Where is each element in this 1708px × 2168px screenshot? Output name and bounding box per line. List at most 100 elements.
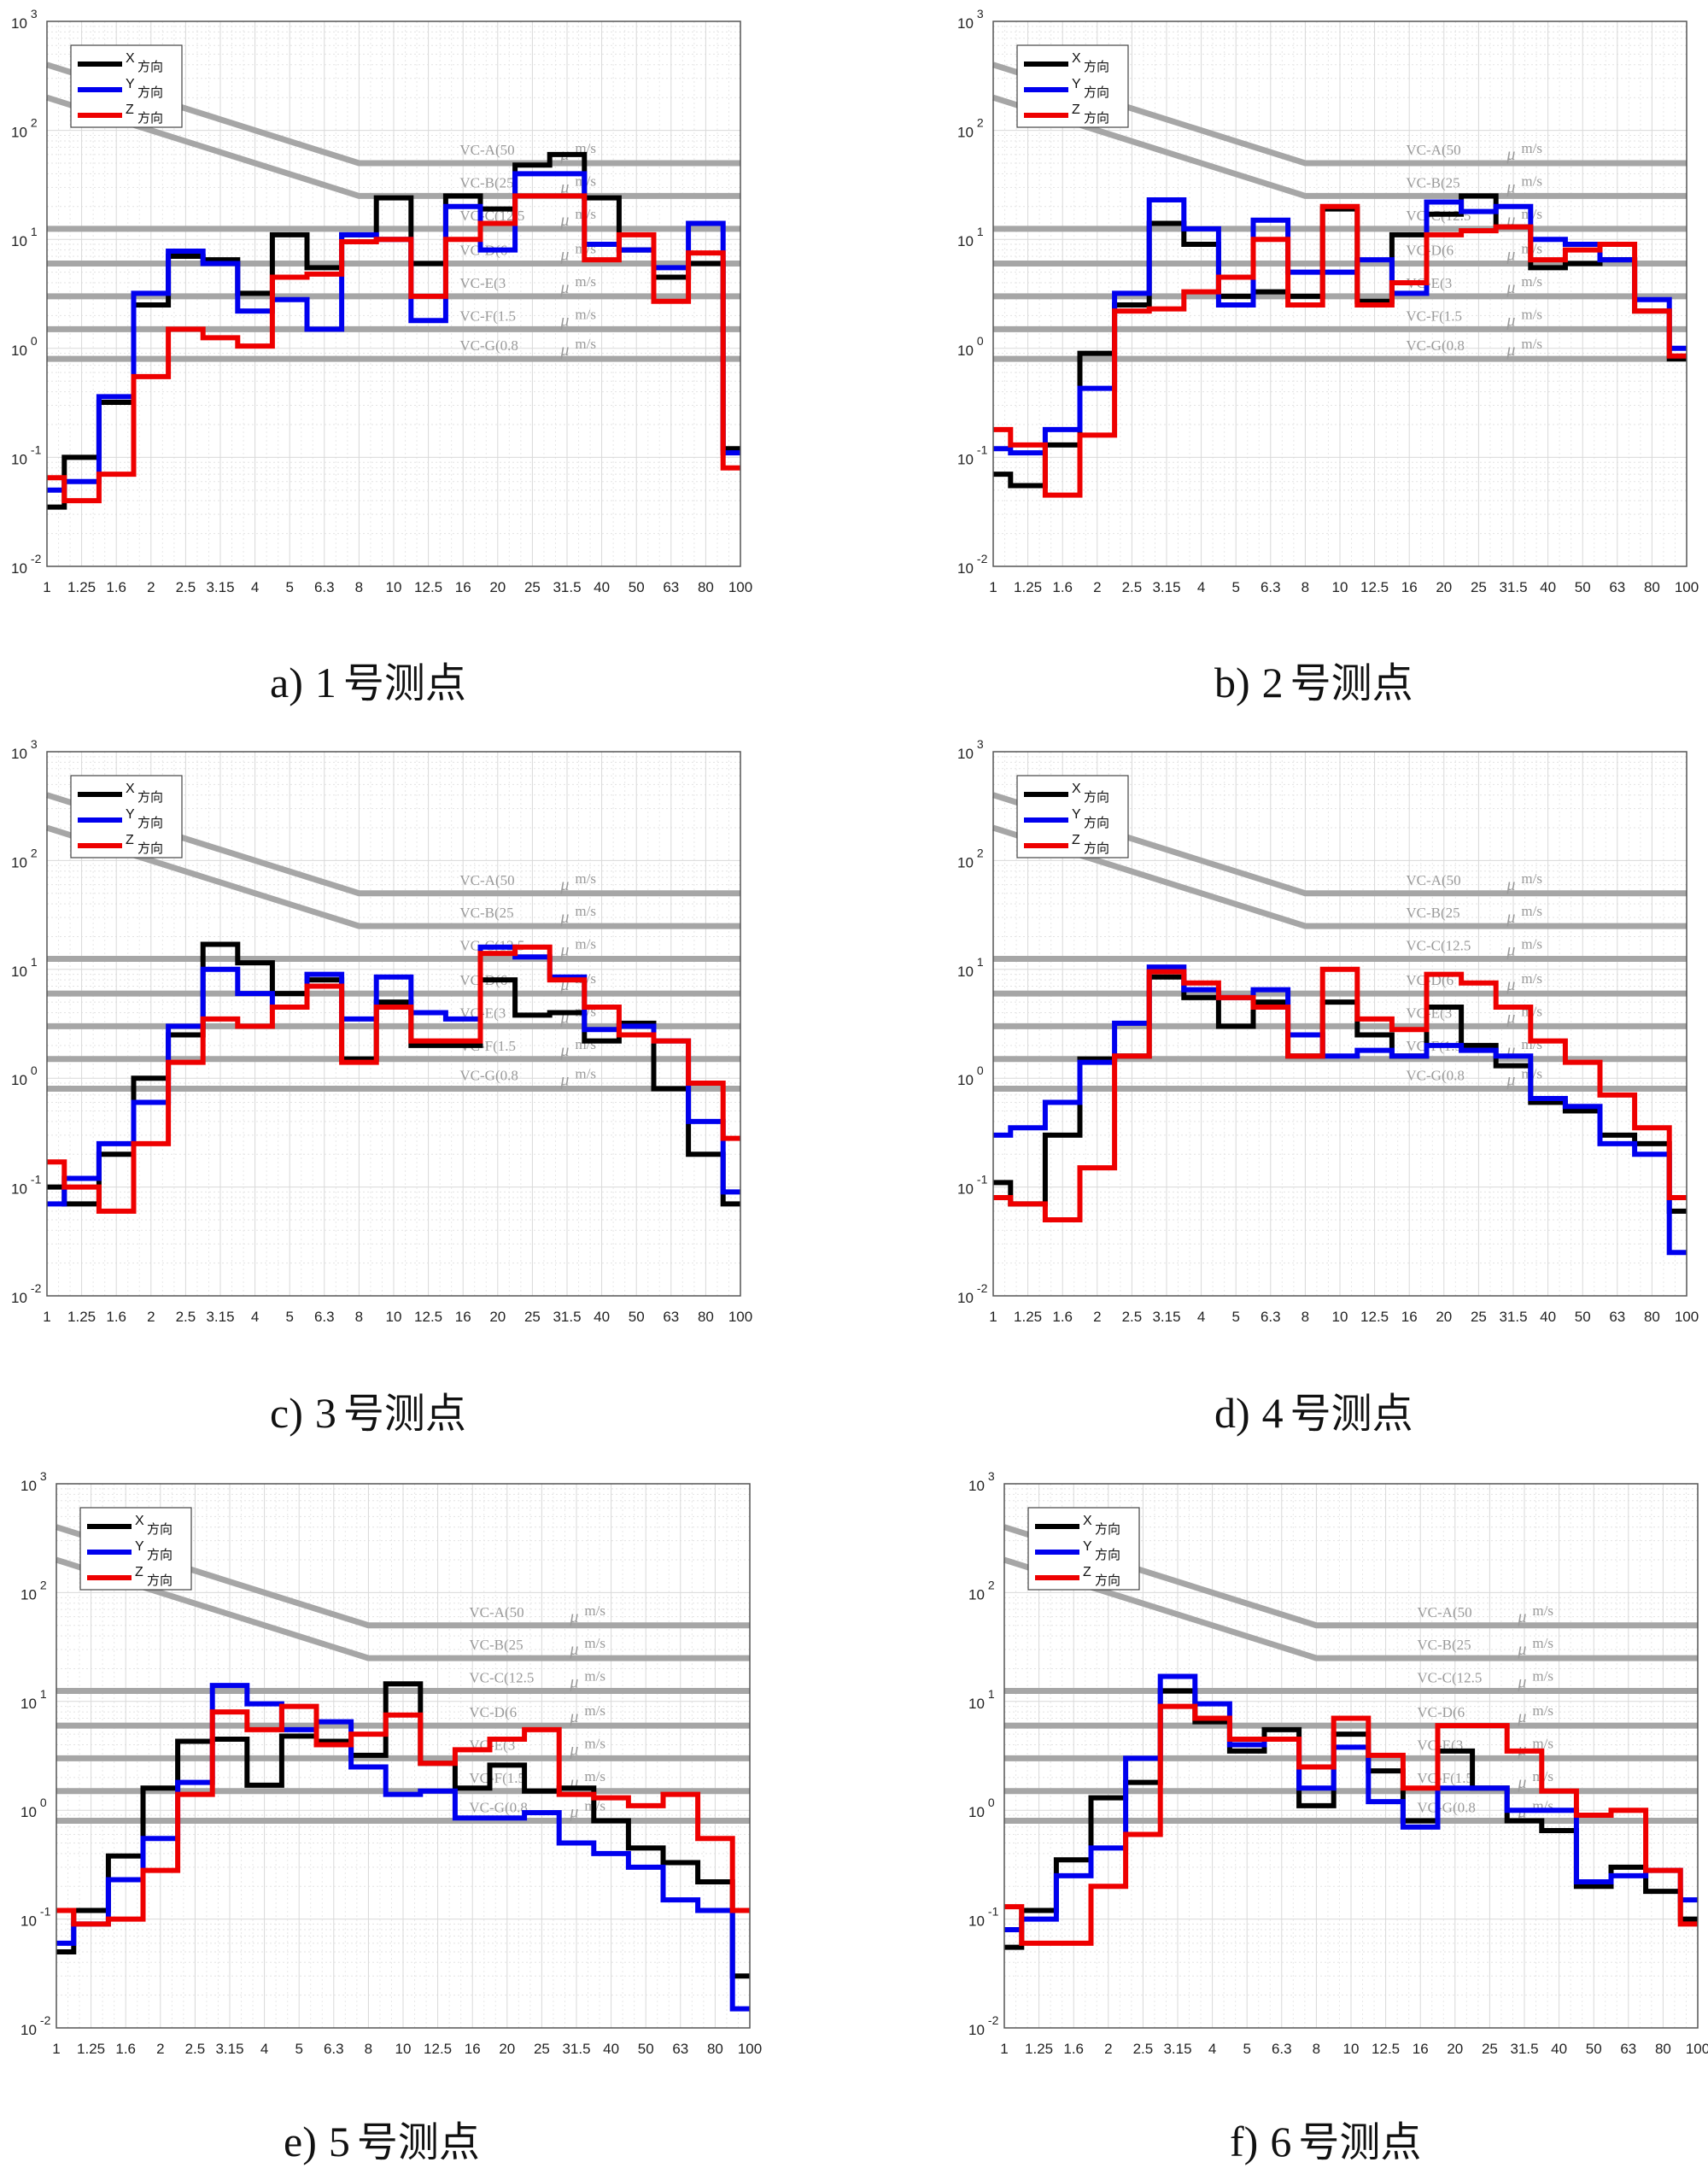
x-tick-label: 4 bbox=[1197, 1309, 1205, 1325]
x-tick-label: 2.5 bbox=[1122, 1309, 1143, 1325]
x-tick-label: 10 bbox=[1332, 579, 1348, 595]
vibration-criteria: VC-A(50 μ m/sVC-B(25 μ m/sVC-C(12.5 μ m/sVC-D(… bbox=[45, 792, 740, 1093]
criterion-label: VC-G(0.8 bbox=[459, 337, 518, 354]
criterion-mu: μ bbox=[1506, 246, 1515, 265]
x-tick-label: 20 bbox=[489, 579, 506, 595]
legend-letter: X bbox=[1072, 782, 1081, 796]
criterion-label: VC-F(1.5 bbox=[459, 308, 516, 324]
x-tick-label: 31.5 bbox=[1499, 579, 1527, 595]
x-tick-labels: 1 1.25 1.6 2 2.5 3.15 4 5 6.3 8 10 12.5 16 20 25 31.5 40… bbox=[989, 1309, 1699, 1325]
criterion-label: VC-A(50 bbox=[469, 1604, 524, 1620]
x-tick-label: 80 bbox=[1644, 579, 1660, 595]
criterion-mu: μ bbox=[1506, 145, 1515, 164]
x-tick-label: 31.5 bbox=[1510, 2041, 1538, 2057]
x-tick-label: 63 bbox=[1609, 579, 1625, 595]
legend-label: 方向 bbox=[137, 111, 163, 126]
legend-letter: Y bbox=[126, 807, 135, 822]
criterion-mu: μ bbox=[1506, 178, 1515, 196]
y-tick-labels: 103 102 101 100 10-1 10-2 bbox=[11, 737, 42, 1306]
chart-panel-e: VC-A(50 μ m/s VC-B(25 μ m/s VC-C(12.5 μ m/s VC-D(… bbox=[0, 1464, 854, 2155]
criterion-mu: μ bbox=[559, 178, 569, 196]
criterion-mu: μ bbox=[569, 1803, 578, 1822]
chart-svg: VC-A(50 μ m/sVC-B(25 μ m/sVC-C(12.5 μ m/sVC-D(… bbox=[11, 7, 752, 595]
criterion-mu: μ bbox=[559, 1071, 569, 1090]
y-tick-label: 102 bbox=[20, 1578, 47, 1603]
criterion-mu: μ bbox=[1517, 1640, 1526, 1659]
x-tick-label: 25 bbox=[524, 1309, 541, 1325]
y-tick-label: 101 bbox=[20, 1687, 47, 1712]
caption-b: b) 2 号测点 bbox=[1214, 659, 1413, 707]
criterion-mu: μ bbox=[1517, 1708, 1526, 1726]
x-tick-label: 20 bbox=[1436, 579, 1452, 595]
legend-label: 方向 bbox=[147, 1522, 173, 1537]
x-tick-label: 8 bbox=[1301, 1309, 1309, 1325]
series-group bbox=[47, 941, 740, 1214]
x-tick-label: 1 bbox=[989, 1309, 997, 1325]
x-tick-label: 40 bbox=[594, 1309, 610, 1325]
legend-label: 方向 bbox=[137, 790, 163, 805]
x-tick-label: 1 bbox=[989, 579, 997, 595]
x-tick-label: 1.6 bbox=[115, 2041, 136, 2057]
criterion-unit: m/s bbox=[584, 1635, 605, 1651]
y-tick-labels: 103 102 101 100 10-1 10-2 bbox=[968, 1469, 999, 2038]
criterion-unit: m/s bbox=[584, 1768, 605, 1784]
series-group bbox=[1004, 1673, 1698, 1950]
legend-letter: Y bbox=[1072, 77, 1081, 91]
y-tick-label: 103 bbox=[20, 1469, 47, 1494]
criterion-label: VC-D(6 bbox=[469, 1704, 517, 1720]
criterion-unit: m/s bbox=[1521, 903, 1542, 919]
series-line-z bbox=[47, 944, 740, 1214]
criterion-label: VC-A(50 bbox=[1406, 142, 1460, 158]
x-tick-label: 16 bbox=[455, 1309, 471, 1325]
series-line-y bbox=[47, 944, 740, 1207]
x-tick-label: 25 bbox=[1482, 2041, 1498, 2057]
criterion-unit: m/s bbox=[1521, 173, 1542, 189]
legend-letter: Y bbox=[135, 1539, 144, 1554]
x-tick-labels: 1 1.25 1.6 2 2.5 3.15 4 5 6.3 8 10 12.5 16 20 25 31.5 40… bbox=[52, 2041, 762, 2057]
criterion-mu: μ bbox=[1517, 1773, 1526, 1792]
plot-area: VC-A(50 μ m/sVC-B(25 μ m/sVC-C(12.5 μ m/sVC-D(… bbox=[957, 7, 1699, 595]
y-tick-label: 102 bbox=[957, 116, 984, 141]
y-tick-label: 103 bbox=[11, 7, 38, 32]
criterion-unit: m/s bbox=[1521, 140, 1542, 156]
vibration-criteria: VC-A(50 μ m/sVC-B(25 μ m/sVC-C(12.5 μ m/sVC-D(… bbox=[1003, 1524, 1698, 1825]
x-tick-label: 3.15 bbox=[1152, 579, 1180, 595]
criterion-unit: m/s bbox=[575, 273, 596, 290]
x-tick-label: 1 bbox=[43, 579, 50, 595]
criterion-label: VC-C(12.5 bbox=[1406, 937, 1471, 953]
chart-svg: VC-A(50 μ m/sVC-B(25 μ m/sVC-C(12.5 μ m/sVC-D(… bbox=[11, 737, 752, 1325]
x-tick-label: 6.3 bbox=[314, 579, 335, 595]
x-tick-label: 10 bbox=[1332, 1309, 1348, 1325]
plot-area: VC-A(50 μ m/sVC-B(25 μ m/sVC-C(12.5 μ m/sVC-D(… bbox=[968, 1469, 1708, 2057]
criterion-unit: m/s bbox=[575, 903, 596, 919]
x-tick-label: 1.25 bbox=[77, 2041, 105, 2057]
y-tick-label: 100 bbox=[11, 1063, 38, 1088]
x-tick-label: 5 bbox=[285, 1309, 293, 1325]
x-tick-label: 63 bbox=[672, 2041, 688, 2057]
criterion-mu: μ bbox=[559, 1041, 569, 1060]
x-tick-label: 50 bbox=[1586, 2041, 1602, 2057]
legend-letter: Z bbox=[1072, 103, 1080, 117]
legend-letter: Z bbox=[126, 103, 134, 117]
x-tick-label: 80 bbox=[1655, 2041, 1671, 2057]
chart-svg: VC-A(50 μ m/sVC-B(25 μ m/sVC-C(12.5 μ m/sVC-D(… bbox=[20, 1469, 762, 2057]
axes-box bbox=[46, 21, 741, 567]
criterion-unit: m/s bbox=[575, 1066, 596, 1082]
criterion-mu: μ bbox=[559, 341, 569, 360]
series-line-z bbox=[56, 1703, 750, 1927]
criterion-unit: m/s bbox=[584, 1603, 605, 1619]
x-tick-label: 5 bbox=[1231, 1309, 1239, 1325]
x-tick-label: 2 bbox=[147, 579, 155, 595]
legend-label: 方向 bbox=[1095, 1522, 1120, 1537]
criterion-label: VC-F(1.5 bbox=[469, 1770, 525, 1786]
y-tick-label: 103 bbox=[968, 1469, 995, 1494]
criterion-unit: m/s bbox=[1521, 306, 1542, 322]
y-tick-label: 100 bbox=[957, 1063, 984, 1088]
grid bbox=[46, 21, 741, 567]
x-tick-label: 10 bbox=[386, 1309, 402, 1325]
x-tick-label: 25 bbox=[1471, 1309, 1487, 1325]
x-tick-label: 1.25 bbox=[1014, 1309, 1042, 1325]
x-tick-label: 12.5 bbox=[1372, 2041, 1400, 2057]
x-tick-label: 2 bbox=[1104, 2041, 1112, 2057]
